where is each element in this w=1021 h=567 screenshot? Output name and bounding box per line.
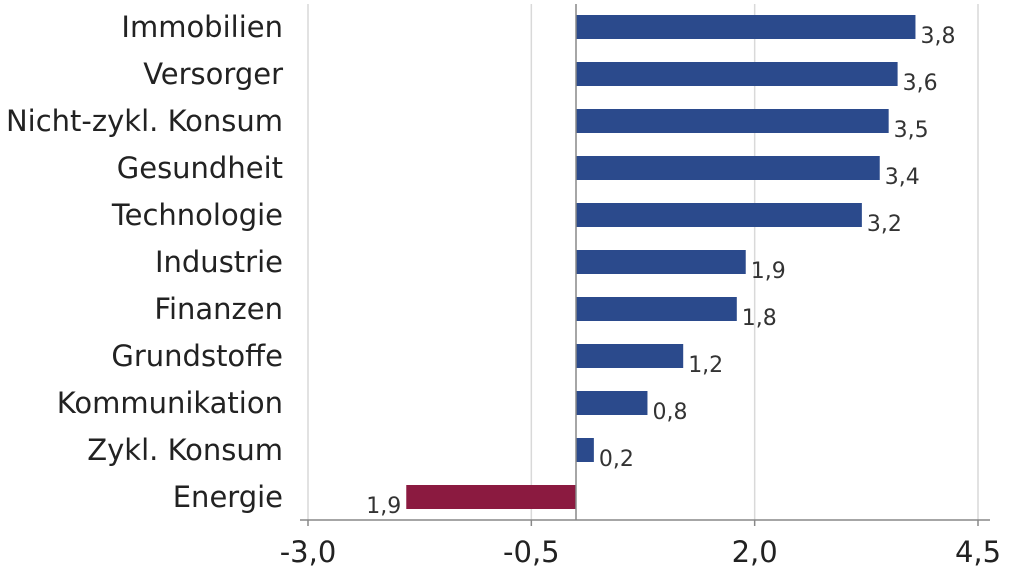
bar — [576, 297, 737, 321]
data-label: 3,4 — [885, 165, 920, 190]
x-tick-label: 2,0 — [732, 535, 778, 567]
bar — [576, 391, 648, 415]
data-label: 0,8 — [652, 400, 687, 425]
data-label: 1,9 — [366, 494, 401, 519]
bars — [406, 15, 916, 509]
x-tick-label: 4,5 — [955, 535, 1001, 567]
category-label: Grundstoffe — [111, 339, 283, 373]
category-label: Kommunikation — [57, 386, 283, 420]
x-tick-label: -3,0 — [280, 535, 337, 567]
data-label: 1,8 — [742, 306, 777, 331]
data-label: 3,6 — [903, 71, 938, 96]
bar — [576, 15, 916, 39]
category-label: Industrie — [155, 245, 283, 279]
bar — [406, 485, 576, 509]
data-label: 0,2 — [599, 447, 634, 472]
category-label: Energie — [173, 480, 283, 514]
category-label: Immobilien — [121, 10, 283, 44]
bar — [576, 438, 594, 462]
gridlines — [307, 4, 979, 526]
x-tick-label: -0,5 — [503, 535, 560, 567]
category-label: Finanzen — [154, 292, 283, 326]
category-label: Gesundheit — [117, 151, 283, 185]
data-label: 1,9 — [751, 259, 786, 284]
bar — [576, 344, 684, 368]
category-label: Zykl. Konsum — [87, 433, 283, 467]
category-label: Versorger — [143, 57, 283, 91]
data-label: 3,2 — [867, 212, 902, 237]
labels: -3,0 -0,5 2,0 4,5 Immobilien 3,8 Versorger 3,6 N… — [6, 10, 1001, 567]
category-label: Nicht-zykl. Konsum — [6, 104, 283, 138]
category-label: Technologie — [111, 198, 283, 232]
data-label: 3,5 — [894, 118, 929, 143]
bar — [576, 62, 898, 86]
bar — [576, 156, 880, 180]
data-label: 1,2 — [688, 353, 723, 378]
data-label: 3,8 — [920, 24, 955, 49]
bar — [576, 203, 862, 227]
bar — [576, 109, 889, 133]
bar — [576, 250, 746, 274]
